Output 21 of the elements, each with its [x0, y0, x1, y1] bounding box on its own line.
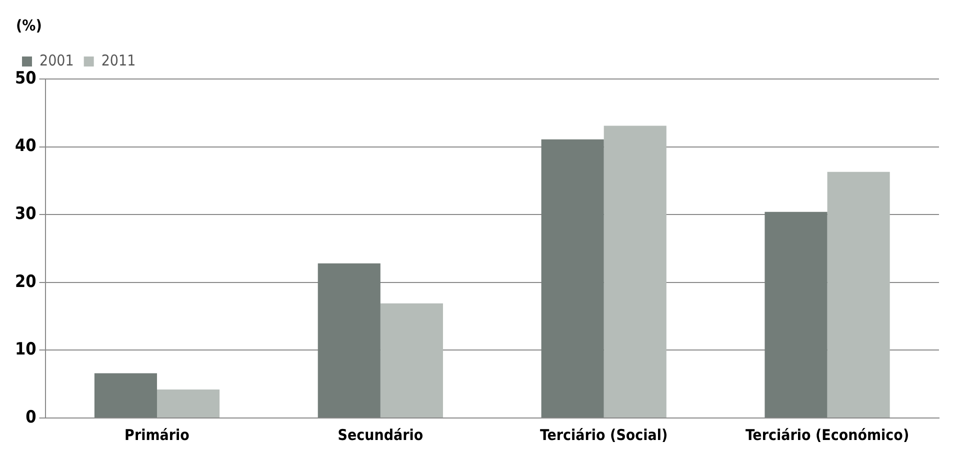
y-tick-label: 50	[14, 68, 36, 88]
x-tick-label: Primário	[124, 426, 190, 444]
x-tick-label: Secundário	[338, 426, 424, 444]
bar	[764, 212, 828, 418]
y-tick-label: 20	[14, 272, 36, 292]
bar	[604, 126, 666, 418]
legend-label: 2011	[101, 51, 136, 70]
bar	[94, 373, 157, 418]
bar	[380, 303, 443, 418]
bar	[157, 390, 220, 418]
legend-label: 2001	[40, 51, 74, 70]
y-tick-label: 30	[14, 204, 36, 224]
y-tick-label: 10	[14, 340, 36, 360]
bar	[541, 139, 604, 418]
y-tick-label: 0	[26, 407, 36, 428]
x-tick-label: Terciário (Económico)	[745, 426, 910, 444]
bar	[318, 263, 380, 418]
y-axis-title: (%)	[16, 16, 42, 34]
x-tick-label: Terciário (Social)	[540, 426, 668, 444]
y-tick-label: 40	[14, 136, 36, 156]
bar	[827, 172, 890, 418]
